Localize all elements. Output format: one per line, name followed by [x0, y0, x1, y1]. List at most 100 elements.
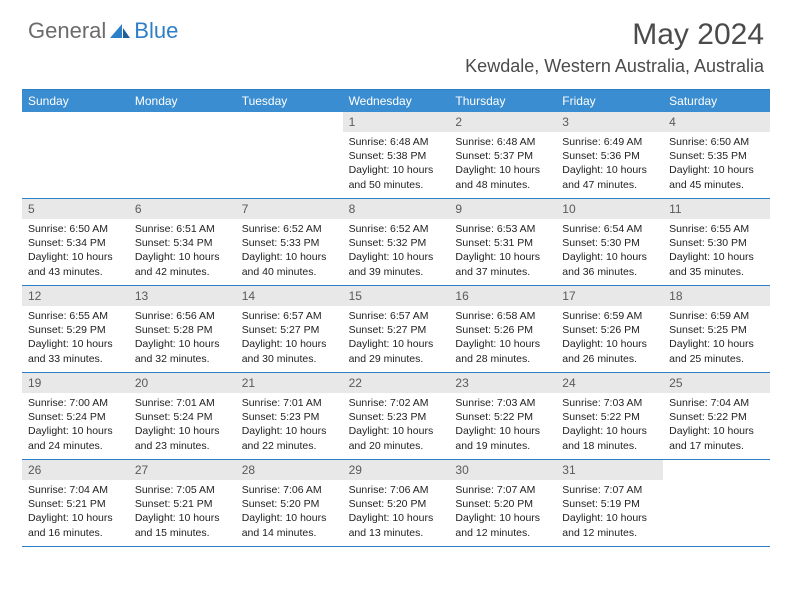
daylight-line: Daylight: 10 hours and 19 minutes.: [455, 424, 550, 452]
weekday-header: Saturday: [663, 90, 770, 112]
weekday-header: Wednesday: [343, 90, 450, 112]
daylight-line: Daylight: 10 hours and 29 minutes.: [349, 337, 444, 365]
day-body: Sunrise: 7:00 AMSunset: 5:24 PMDaylight:…: [22, 393, 129, 457]
sunrise-line: Sunrise: 7:07 AM: [562, 483, 657, 497]
sunset-line: Sunset: 5:23 PM: [349, 410, 444, 424]
weekday-header: Friday: [556, 90, 663, 112]
daylight-line: Daylight: 10 hours and 28 minutes.: [455, 337, 550, 365]
day-number: 22: [343, 373, 450, 393]
month-title: May 2024: [465, 18, 764, 52]
day-body: Sunrise: 6:59 AMSunset: 5:26 PMDaylight:…: [556, 306, 663, 370]
header: General Blue May 2024 Kewdale, Western A…: [0, 0, 792, 83]
calendar-cell: 22Sunrise: 7:02 AMSunset: 5:23 PMDayligh…: [343, 373, 450, 459]
daylight-line: Daylight: 10 hours and 12 minutes.: [562, 511, 657, 539]
sunset-line: Sunset: 5:24 PM: [28, 410, 123, 424]
sunset-line: Sunset: 5:22 PM: [669, 410, 764, 424]
calendar-cell: [663, 460, 770, 546]
sunset-line: Sunset: 5:31 PM: [455, 236, 550, 250]
week-row: 19Sunrise: 7:00 AMSunset: 5:24 PMDayligh…: [22, 373, 770, 460]
sunset-line: Sunset: 5:25 PM: [669, 323, 764, 337]
calendar-cell: 19Sunrise: 7:00 AMSunset: 5:24 PMDayligh…: [22, 373, 129, 459]
sunrise-line: Sunrise: 6:54 AM: [562, 222, 657, 236]
sunset-line: Sunset: 5:22 PM: [455, 410, 550, 424]
week-row: 12Sunrise: 6:55 AMSunset: 5:29 PMDayligh…: [22, 286, 770, 373]
daylight-line: Daylight: 10 hours and 40 minutes.: [242, 250, 337, 278]
day-body: Sunrise: 6:50 AMSunset: 5:34 PMDaylight:…: [22, 219, 129, 283]
daylight-line: Daylight: 10 hours and 15 minutes.: [135, 511, 230, 539]
day-body: Sunrise: 6:55 AMSunset: 5:30 PMDaylight:…: [663, 219, 770, 283]
sunrise-line: Sunrise: 7:03 AM: [562, 396, 657, 410]
daylight-line: Daylight: 10 hours and 14 minutes.: [242, 511, 337, 539]
daylight-line: Daylight: 10 hours and 12 minutes.: [455, 511, 550, 539]
day-number: 29: [343, 460, 450, 480]
day-number: 1: [343, 112, 450, 132]
title-block: May 2024 Kewdale, Western Australia, Aus…: [465, 18, 764, 77]
daylight-line: Daylight: 10 hours and 16 minutes.: [28, 511, 123, 539]
daylight-line: Daylight: 10 hours and 23 minutes.: [135, 424, 230, 452]
day-body: Sunrise: 6:57 AMSunset: 5:27 PMDaylight:…: [236, 306, 343, 370]
daylight-line: Daylight: 10 hours and 17 minutes.: [669, 424, 764, 452]
calendar-cell: 26Sunrise: 7:04 AMSunset: 5:21 PMDayligh…: [22, 460, 129, 546]
daylight-line: Daylight: 10 hours and 35 minutes.: [669, 250, 764, 278]
day-number: 31: [556, 460, 663, 480]
daylight-line: Daylight: 10 hours and 13 minutes.: [349, 511, 444, 539]
calendar-cell: 20Sunrise: 7:01 AMSunset: 5:24 PMDayligh…: [129, 373, 236, 459]
day-body: Sunrise: 6:58 AMSunset: 5:26 PMDaylight:…: [449, 306, 556, 370]
weekday-header: Monday: [129, 90, 236, 112]
day-number: 16: [449, 286, 556, 306]
day-number: 25: [663, 373, 770, 393]
calendar-cell: 4Sunrise: 6:50 AMSunset: 5:35 PMDaylight…: [663, 112, 770, 198]
day-body: Sunrise: 6:57 AMSunset: 5:27 PMDaylight:…: [343, 306, 450, 370]
sunrise-line: Sunrise: 6:53 AM: [455, 222, 550, 236]
day-number: 7: [236, 199, 343, 219]
sunrise-line: Sunrise: 7:05 AM: [135, 483, 230, 497]
day-number: 17: [556, 286, 663, 306]
week-row: 5Sunrise: 6:50 AMSunset: 5:34 PMDaylight…: [22, 199, 770, 286]
sunset-line: Sunset: 5:34 PM: [28, 236, 123, 250]
sunrise-line: Sunrise: 7:04 AM: [669, 396, 764, 410]
day-body: Sunrise: 6:48 AMSunset: 5:38 PMDaylight:…: [343, 132, 450, 196]
daylight-line: Daylight: 10 hours and 30 minutes.: [242, 337, 337, 365]
day-number: 6: [129, 199, 236, 219]
day-number: 18: [663, 286, 770, 306]
sunrise-line: Sunrise: 6:57 AM: [242, 309, 337, 323]
daylight-line: Daylight: 10 hours and 39 minutes.: [349, 250, 444, 278]
day-body: Sunrise: 6:53 AMSunset: 5:31 PMDaylight:…: [449, 219, 556, 283]
day-body: Sunrise: 6:54 AMSunset: 5:30 PMDaylight:…: [556, 219, 663, 283]
day-number: 23: [449, 373, 556, 393]
sunset-line: Sunset: 5:35 PM: [669, 149, 764, 163]
day-number: 27: [129, 460, 236, 480]
calendar-cell: 5Sunrise: 6:50 AMSunset: 5:34 PMDaylight…: [22, 199, 129, 285]
sunrise-line: Sunrise: 7:01 AM: [242, 396, 337, 410]
week-row: 1Sunrise: 6:48 AMSunset: 5:38 PMDaylight…: [22, 112, 770, 199]
day-body: Sunrise: 7:05 AMSunset: 5:21 PMDaylight:…: [129, 480, 236, 544]
sunrise-line: Sunrise: 6:57 AM: [349, 309, 444, 323]
day-number: 15: [343, 286, 450, 306]
day-number: 12: [22, 286, 129, 306]
weekday-header: Tuesday: [236, 90, 343, 112]
day-number: 3: [556, 112, 663, 132]
calendar-cell: [129, 112, 236, 198]
sunset-line: Sunset: 5:24 PM: [135, 410, 230, 424]
day-number: 13: [129, 286, 236, 306]
daylight-line: Daylight: 10 hours and 18 minutes.: [562, 424, 657, 452]
day-body: Sunrise: 7:03 AMSunset: 5:22 PMDaylight:…: [556, 393, 663, 457]
weekday-header-row: Sunday Monday Tuesday Wednesday Thursday…: [22, 90, 770, 112]
sunrise-line: Sunrise: 6:52 AM: [349, 222, 444, 236]
sunset-line: Sunset: 5:20 PM: [349, 497, 444, 511]
sunset-line: Sunset: 5:33 PM: [242, 236, 337, 250]
day-number: 11: [663, 199, 770, 219]
day-number: 2: [449, 112, 556, 132]
sunset-line: Sunset: 5:29 PM: [28, 323, 123, 337]
calendar-cell: 9Sunrise: 6:53 AMSunset: 5:31 PMDaylight…: [449, 199, 556, 285]
daylight-line: Daylight: 10 hours and 25 minutes.: [669, 337, 764, 365]
calendar-cell: 23Sunrise: 7:03 AMSunset: 5:22 PMDayligh…: [449, 373, 556, 459]
day-body: Sunrise: 6:49 AMSunset: 5:36 PMDaylight:…: [556, 132, 663, 196]
day-body: Sunrise: 7:04 AMSunset: 5:21 PMDaylight:…: [22, 480, 129, 544]
sunrise-line: Sunrise: 6:50 AM: [669, 135, 764, 149]
calendar-cell: 1Sunrise: 6:48 AMSunset: 5:38 PMDaylight…: [343, 112, 450, 198]
calendar-cell: 11Sunrise: 6:55 AMSunset: 5:30 PMDayligh…: [663, 199, 770, 285]
logo-text-blue: Blue: [134, 18, 178, 44]
calendar-cell: 24Sunrise: 7:03 AMSunset: 5:22 PMDayligh…: [556, 373, 663, 459]
day-body: Sunrise: 6:50 AMSunset: 5:35 PMDaylight:…: [663, 132, 770, 196]
